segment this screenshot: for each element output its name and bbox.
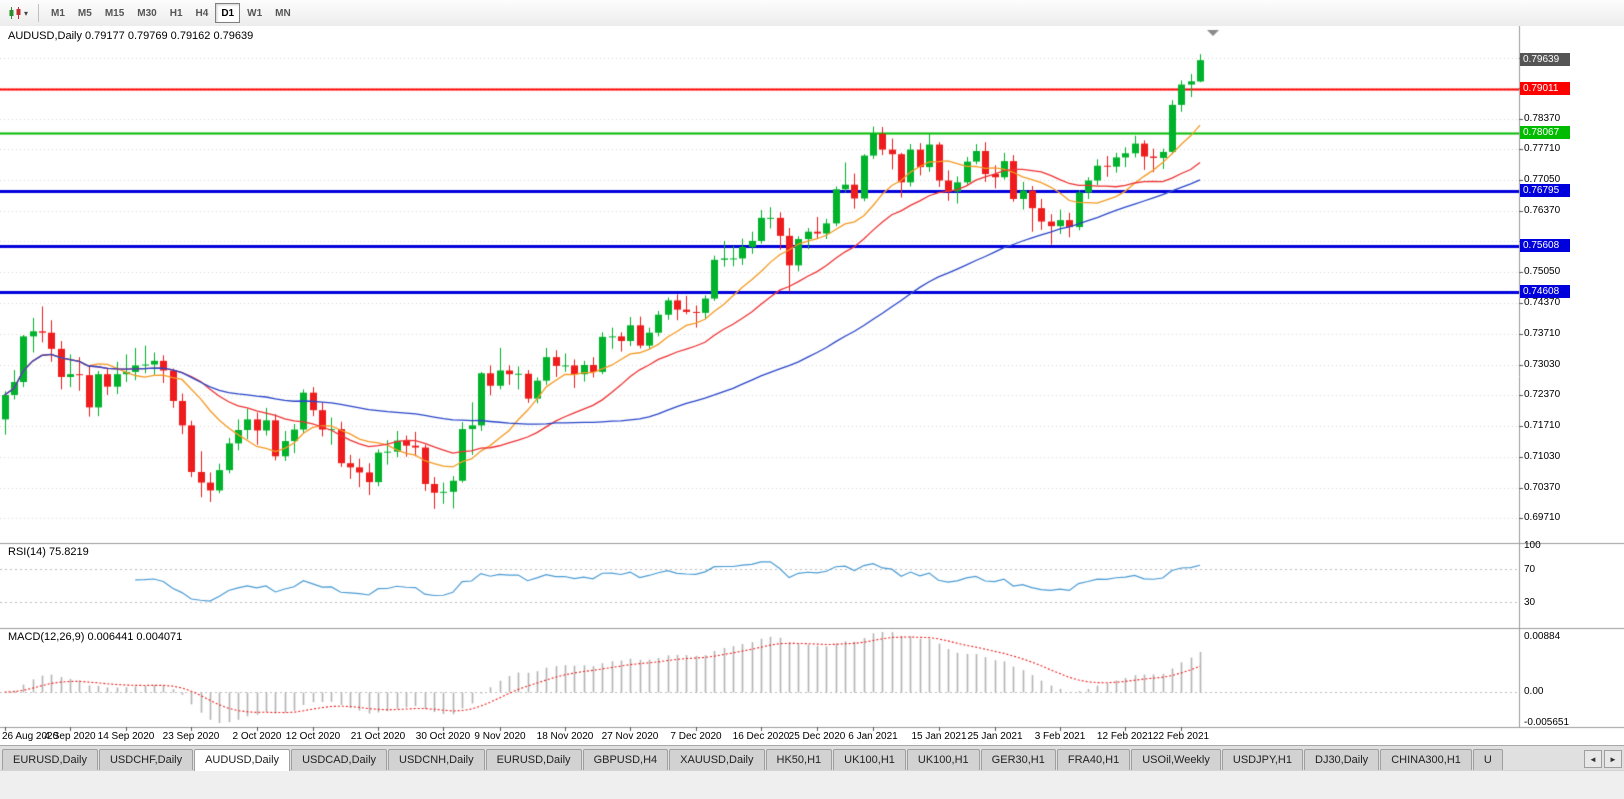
timeframe-button-w1[interactable]: W1 <box>241 3 268 23</box>
timeframe-button-m30[interactable]: M30 <box>131 3 162 23</box>
chart-tab-uk100-h1[interactable]: UK100,H1 <box>906 749 980 771</box>
chart-tab-usoil-weekly[interactable]: USOil,Weekly <box>1131 749 1221 771</box>
chart-tab-audusd-daily[interactable]: AUDUSD,Daily <box>194 749 291 771</box>
timeframe-button-m15[interactable]: M15 <box>99 3 130 23</box>
chart-tab-eurusd-daily[interactable]: EURUSD,Daily <box>485 749 582 771</box>
chart-tab-usdcad-daily[interactable]: USDCAD,Daily <box>291 749 388 771</box>
chart-tabbar: EURUSD,Daily USDCHF,Daily AUDUSD,Daily USDC… <box>0 745 1624 771</box>
chart-tab-gbpusd-h4[interactable]: GBPUSD,H4 <box>582 749 669 771</box>
tabbar-scroll-left-button[interactable]: ◄ <box>1584 750 1602 768</box>
chevron-down-icon: ▾ <box>24 8 29 18</box>
chart-tabs: EURUSD,Daily USDCHF,Daily AUDUSD,Daily USDC… <box>0 746 1580 771</box>
chart-tab-ger30-h1[interactable]: GER30,H1 <box>980 749 1056 771</box>
chart-tab-xauusd-daily[interactable]: XAUUSD,Daily <box>669 749 765 771</box>
timeframe-buttons: M1 M5 M15 M30 H1 H4 D1 W1 MN <box>45 3 297 23</box>
status-bar <box>0 770 1624 799</box>
chart-type-button[interactable]: ▾ <box>4 3 32 23</box>
chart-tab-fra40-h1[interactable]: FRA40,H1 <box>1056 749 1131 771</box>
tabbar-arrows: ◄ ► <box>1584 750 1622 768</box>
chart-region: AUDUSD,Daily 0.79177 0.79769 0.79162 0.7… <box>0 26 1624 745</box>
timeframe-button-h4[interactable]: H4 <box>190 3 215 23</box>
chart-tab-hk50-h1[interactable]: HK50,H1 <box>765 749 833 771</box>
timeframe-button-h1[interactable]: H1 <box>164 3 189 23</box>
chart-tab-usdchf-daily[interactable]: USDCHF,Daily <box>98 749 194 771</box>
chart-tab-eurusd-daily[interactable]: EURUSD,Daily <box>2 749 98 771</box>
chart-tab-uk100-h1[interactable]: UK100,H1 <box>833 749 906 771</box>
chart-tab-usdjpy-h1[interactable]: USDJPY,H1 <box>1221 749 1303 771</box>
candlestick-chart-icon <box>9 7 21 19</box>
price-chart-canvas[interactable] <box>0 26 1624 745</box>
timeframe-button-d1[interactable]: D1 <box>215 3 241 23</box>
timeframe-toolbar: ▾ M1 M5 M15 M30 H1 H4 D1 W1 MN <box>0 0 1624 27</box>
toolbar-separator <box>38 4 40 22</box>
chart-tab-dj30-daily[interactable]: DJ30,Daily <box>1304 749 1380 771</box>
chart-tab-usdcnh-daily[interactable]: USDCNH,Daily <box>388 749 485 771</box>
timeframe-button-m5[interactable]: M5 <box>72 3 98 23</box>
tabbar-scroll-right-button[interactable]: ► <box>1604 750 1622 768</box>
chart-tab-china300-h1[interactable]: CHINA300,H1 <box>1380 749 1472 771</box>
timeframe-button-mn[interactable]: MN <box>269 3 297 23</box>
chart-tab-u[interactable]: U <box>1472 749 1503 771</box>
timeframe-button-m1[interactable]: M1 <box>45 3 71 23</box>
